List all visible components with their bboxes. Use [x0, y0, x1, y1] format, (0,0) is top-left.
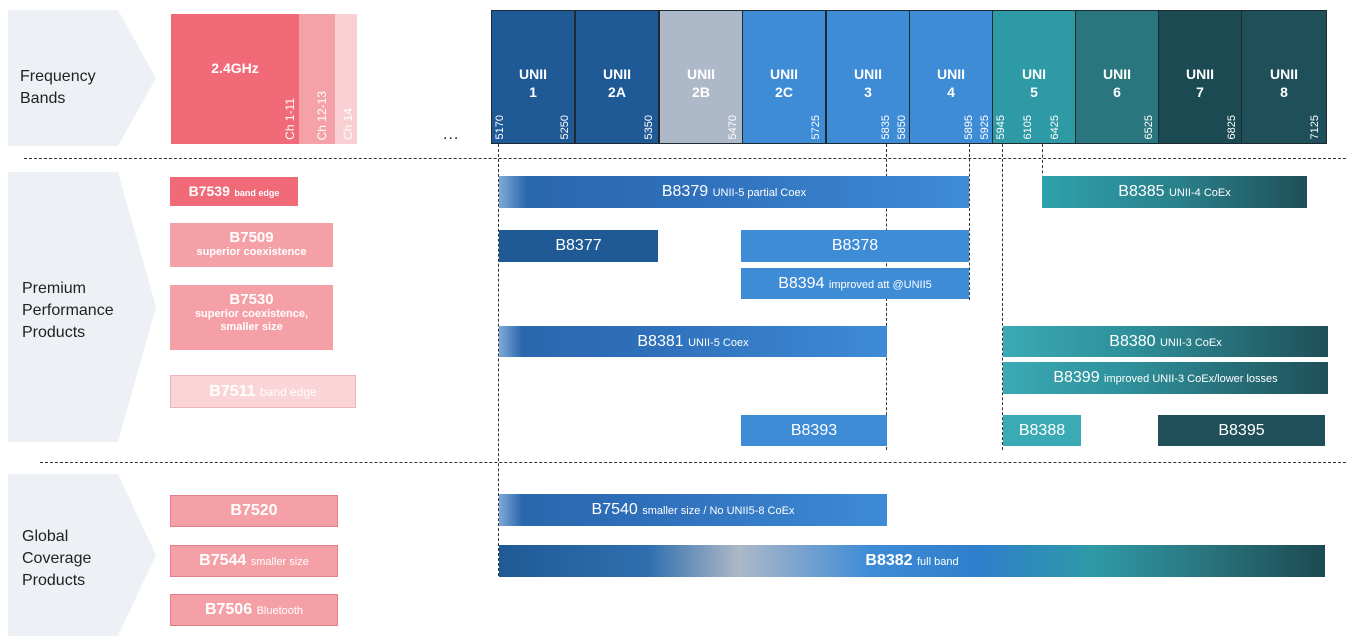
unii-band-name-line2: 6 — [1113, 84, 1121, 100]
frequency-label: 5470 — [727, 114, 739, 139]
product-b7544: B7544 smaller size — [170, 545, 338, 577]
band-ch-12-13-block: Ch 12-13 — [299, 14, 335, 144]
unii-band-name-line2: 2C — [775, 84, 793, 100]
product-b7520: B7520 — [170, 495, 338, 527]
unii-band-name: UNII 1 — [492, 65, 574, 101]
unii-band-name: UNII 4 — [910, 65, 992, 101]
frequency-bands-chevron — [8, 10, 156, 146]
global-products-chevron — [8, 474, 156, 636]
frequency-label: 6105 — [1022, 114, 1034, 139]
unii-band-name-line2: 3 — [864, 84, 872, 100]
unii-band-name-line1: UNII — [937, 66, 965, 82]
unii-band-0: UNII 1 5170 5250 — [491, 10, 575, 144]
ellipsis: ... — [443, 126, 460, 143]
frequency-label: 5925 — [979, 114, 991, 139]
separator-top — [24, 158, 1346, 159]
premium-products-label: Premium Performance Products — [22, 280, 114, 341]
frequency-label: 5725 — [810, 114, 822, 139]
unii-band-2: UNII 2B 5470 — [659, 10, 743, 144]
unii-band-name-line2: 4 — [947, 84, 955, 100]
unii-band-name: UNI 5 — [993, 65, 1075, 101]
unii-band-name: UNII 2C — [743, 65, 825, 101]
unii-band-name-line1: UNII — [1103, 66, 1131, 82]
frequency-label: 6825 — [1226, 114, 1238, 139]
band-ch-14-block: Ch 14 — [335, 14, 357, 144]
unii-band-name-line1: UNII — [770, 66, 798, 82]
guide-5925 — [969, 144, 970, 300]
unii-band-name-line1: UNII — [687, 66, 715, 82]
bar-b8381: B8381 UNII-5 Coex — [499, 326, 887, 357]
unii-band-5: UNII 4 5895 5925 — [909, 10, 993, 144]
frequency-label: 5250 — [559, 114, 571, 139]
unii-band-1: UNII 2A 5350 — [575, 10, 659, 144]
band-2-4ghz-block: 2.4GHz Ch 1-11 — [171, 14, 299, 144]
unii-band-name-line1: UNII — [1186, 66, 1214, 82]
frequency-label: 6425 — [1049, 114, 1061, 139]
frequency-label: 5895 — [963, 114, 975, 139]
unii-band-name-line1: UNII — [1270, 66, 1298, 82]
unii-band-name-line2: 8 — [1280, 84, 1288, 100]
unii-band-6: UNI 5 5945 6105 6425 — [992, 10, 1076, 144]
unii-band-name: UNII 8 — [1242, 65, 1326, 101]
product-b7511: B7511 band edge — [170, 375, 356, 408]
unii-band-name-line2: 7 — [1196, 84, 1204, 100]
channel-14-label: Ch 14 — [341, 107, 355, 140]
unii-band-name-line2: 2A — [608, 84, 626, 100]
bar-b8380: B8380 UNII-3 CoEx — [1003, 326, 1328, 357]
unii-band-8: UNII 7 6825 — [1158, 10, 1242, 144]
unii-band-name: UNII 2A — [576, 65, 658, 101]
frequency-label: 5350 — [643, 114, 655, 139]
frequency-label: 5850 — [896, 114, 908, 139]
unii-band-name: UNII 6 — [1076, 65, 1158, 101]
frequency-label: 7125 — [1309, 114, 1321, 139]
bar-b8399: B8399 improved UNII-3 CoEx/lower losses — [1003, 362, 1328, 394]
unii-band-9: UNII 8 7125 — [1241, 10, 1327, 144]
unii-band-name-line1: UNII — [603, 66, 631, 82]
product-b7530: B7530 superior coexistence, smaller size — [170, 285, 333, 350]
bar-b8379: B8379 UNII-5 partial Coex — [499, 176, 969, 208]
unii-band-name-line2: 1 — [529, 84, 537, 100]
unii-band-name: UNII 2B — [660, 65, 742, 101]
unii-band-3: UNII 2C 5725 — [742, 10, 826, 144]
premium-products-chevron — [8, 172, 156, 442]
bar-b8395: B8395 — [1158, 415, 1325, 446]
bar-b7540: B7540 smaller size / No UNII5-8 CoEx — [499, 494, 887, 526]
band-2-4ghz-label: 2.4GHz — [211, 60, 259, 76]
frequency-label: 5945 — [995, 114, 1007, 139]
frequency-bands-label: Frequency Bands — [20, 68, 96, 107]
bar-b8394: B8394 improved att @UNII5 — [741, 268, 969, 299]
bar-b8388: B8388 — [1003, 415, 1081, 446]
unii-band-name: UNII 7 — [1159, 65, 1241, 101]
separator-bottom — [40, 462, 1346, 463]
unii-band-4: UNII 3 5835 5850 — [826, 10, 910, 144]
bar-b8393: B8393 — [741, 415, 887, 446]
product-b7506: B7506 Bluetooth — [170, 594, 338, 626]
unii-band-name-line1: UNII — [519, 66, 547, 82]
unii-band-name-line2: 2B — [692, 84, 710, 100]
guide-6105 — [1042, 144, 1043, 184]
guide-5170 — [498, 144, 499, 576]
unii-band-name-line1: UNII — [854, 66, 882, 82]
unii-band-name-line1: UNI — [1021, 66, 1047, 82]
channel-1-11-label: Ch 1-11 — [283, 98, 297, 140]
bar-b8378: B8378 — [741, 230, 969, 262]
frequency-label: 5835 — [880, 114, 892, 139]
global-products-label: Global Coverage Products — [22, 528, 92, 589]
channel-12-13-label: Ch 12-13 — [315, 90, 329, 140]
unii-band-7: UNII 6 6525 — [1075, 10, 1159, 144]
unii-band-name: UNII 3 — [827, 65, 909, 101]
unii-band-name-line2: 5 — [1030, 84, 1038, 100]
bar-b8382: B8382 full band — [499, 545, 1325, 577]
bar-b8385: B8385 UNII-4 CoEx — [1042, 176, 1307, 208]
product-b7539: B7539 band edge — [170, 177, 298, 206]
frequency-label: 5170 — [494, 114, 506, 139]
guide-5945 — [1002, 144, 1003, 450]
product-b7509: B7509 superior coexistence — [170, 223, 333, 267]
frequency-label: 6525 — [1143, 114, 1155, 139]
bar-b8377: B8377 — [499, 230, 658, 262]
